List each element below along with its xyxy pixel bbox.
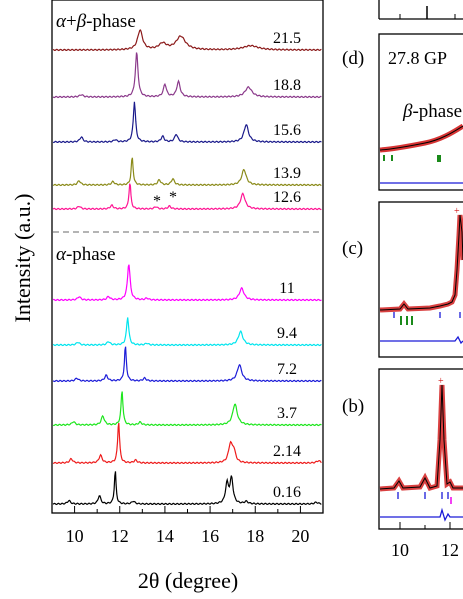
- panel-c: (c) +: [342, 201, 463, 358]
- x-tick-label-10: 10: [66, 526, 84, 546]
- series-line-2.14: [52, 422, 322, 465]
- y-axis-title: Intensity (a.u.): [10, 194, 35, 323]
- right-x-tick-label-12: 12: [441, 540, 459, 560]
- panel-d-bragg-3: [437, 155, 441, 162]
- right-x-tick-label-10: 10: [391, 540, 409, 560]
- panel-c-difference: [380, 335, 463, 345]
- series-line-3.7: [52, 391, 322, 427]
- phase-label-alpha-beta-b: β: [76, 11, 87, 32]
- panel-c-plus-marker: +: [454, 206, 460, 217]
- x-tick-label-18: 18: [246, 526, 264, 546]
- x-tick-label-14: 14: [156, 526, 174, 546]
- series-label-12.6: 12.6: [273, 189, 301, 206]
- panel-b-observed: [379, 384, 463, 492]
- series-line-21.5: [52, 29, 322, 52]
- series-label-7.2: 7.2: [277, 361, 297, 378]
- impurity-marker-2: *: [169, 189, 177, 206]
- main-series-group: [52, 29, 322, 506]
- phase-label-alpha-beta-tail: -phase: [86, 11, 136, 32]
- series-line-12.6: [52, 183, 322, 211]
- main-x-axis: 10 12 14 16 18 20: [51, 506, 324, 546]
- panel-d-phase: β-phase: [402, 101, 462, 122]
- phase-label-alpha-tail: -phase: [66, 244, 116, 265]
- right-x-axis: 10 12: [391, 522, 459, 560]
- series-label-3.7: 3.7: [277, 405, 297, 422]
- panel-b-difference: [380, 507, 463, 522]
- panel-c-observed: [379, 214, 463, 313]
- x-tick-label-12: 12: [111, 526, 129, 546]
- panel-d-calculated: [379, 125, 463, 151]
- x-tick-label-20: 20: [291, 526, 309, 546]
- series-line-18.8: [52, 52, 322, 99]
- series-label-2.14: 2.14: [273, 443, 301, 460]
- phase-label-alpha: α-phase: [56, 244, 116, 265]
- phase-label-alpha-beta-a: α: [56, 11, 67, 32]
- panel-b-frame: [378, 368, 463, 530]
- panel-c-calculated: [379, 214, 463, 311]
- series-label-0.16: 0.16: [273, 484, 301, 501]
- series-label-15.6: 15.6: [273, 122, 301, 139]
- panel-b-calculated: [379, 384, 463, 490]
- phase-label-alpha-beta-plus: +: [66, 11, 77, 32]
- panel-c-letter: (c): [342, 238, 363, 259]
- panel-b: (b) +: [342, 368, 463, 530]
- series-label-21.5: 21.5: [273, 30, 301, 47]
- series-line-0.16: [52, 471, 322, 506]
- series-line-11: [52, 264, 322, 302]
- panel-d-letter: (d): [342, 48, 364, 69]
- phase-label-alpha-beta: α+β-phase: [56, 11, 136, 32]
- series-label-9.4: 9.4: [277, 325, 297, 342]
- phase-label-alpha-a: α: [56, 244, 67, 265]
- x-axis-title: 2θ (degree): [138, 568, 238, 593]
- series-label-11: 11: [279, 280, 294, 297]
- panel-b-plus-marker: +: [438, 376, 444, 387]
- series-line-13.9: [52, 157, 322, 187]
- panel-d-phase-a: β: [402, 101, 413, 122]
- series-line-9.4: [52, 317, 322, 347]
- panel-d-phase-tail: -phase: [412, 101, 462, 122]
- panel-d: (d) 27.8 GP β-phase: [342, 33, 463, 191]
- panel-d-frame: [378, 33, 463, 191]
- panel-c-frame: [378, 201, 463, 358]
- series-line-7.2: [52, 346, 322, 383]
- impurity-marker-1: *: [153, 193, 161, 210]
- right-panels: (d) 27.8 GP β-phase (c) +: [342, 0, 463, 560]
- main-plot: 21.518.815.613.912.6119.47.23.72.140.16 …: [10, 0, 324, 593]
- series-label-18.8: 18.8: [273, 77, 301, 94]
- panel-b-letter: (b): [342, 396, 364, 417]
- series-label-13.9: 13.9: [273, 165, 301, 182]
- panel-d-observed: [379, 123, 463, 153]
- x-tick-label-16: 16: [201, 526, 219, 546]
- main-series-labels: 21.5 18.8 15.6 13.9 12.6 11 9.4 7.2 3.7 2.14 0.16: [273, 30, 301, 501]
- series-line-15.6: [52, 101, 322, 144]
- panel-e-fragment: [378, 0, 463, 20]
- panel-d-pressure: 27.8 GP: [388, 48, 447, 68]
